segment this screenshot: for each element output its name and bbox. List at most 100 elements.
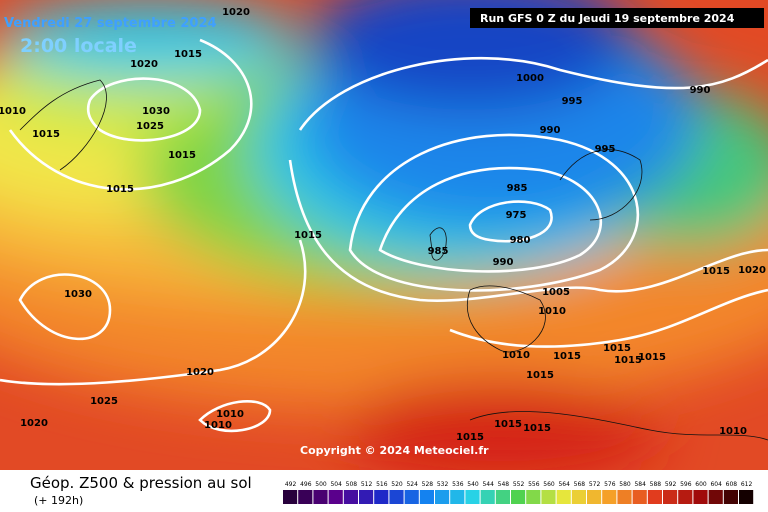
isobar-label: 990 <box>690 85 711 96</box>
scale-label: 504 <box>330 481 342 488</box>
isobar-label: 990 <box>493 257 514 268</box>
scale-swatch <box>723 490 738 504</box>
isobar-label: 1030 <box>142 106 170 117</box>
scale-label: 580 <box>619 481 631 488</box>
isobar-label: 1020 <box>20 418 48 429</box>
isobar-label: 1010 <box>216 409 244 420</box>
isobar-label: 1010 <box>502 350 530 361</box>
isobar-label: 1015 <box>294 230 322 241</box>
isobar-label: 985 <box>428 246 449 257</box>
scale-label: 584 <box>634 481 646 488</box>
isobar-label: 1015 <box>32 129 60 140</box>
scale-label: 520 <box>391 481 403 488</box>
scale-label: 500 <box>315 481 327 488</box>
isobar-label: 1025 <box>90 396 118 407</box>
scale-label: 588 <box>650 481 662 488</box>
isobar-label: 1015 <box>456 432 484 443</box>
scale-swatch <box>541 490 556 504</box>
scale-label: 568 <box>574 481 586 488</box>
scale-swatch <box>435 490 450 504</box>
scale-swatch <box>587 490 602 504</box>
scale-label: 528 <box>422 481 434 488</box>
scale-label: 536 <box>452 481 464 488</box>
scale-swatch <box>404 490 419 504</box>
geopotential-field <box>0 0 768 470</box>
isobars <box>0 38 768 433</box>
color-scale: 492 496 500 504 508 512 516 520 524 528 532 536 540 5… <box>283 481 754 504</box>
scale-label: 612 <box>741 481 753 488</box>
forecast-lead: (+ 192h) <box>34 494 83 507</box>
coastlines <box>19 79 768 441</box>
scale-swatch <box>708 490 723 504</box>
valid-time: Vendredi 27 septembre 2024 <box>4 16 217 31</box>
scale-label: 572 <box>589 481 601 488</box>
scale-label: 512 <box>361 481 373 488</box>
scale-swatch <box>419 490 434 504</box>
isobar-label: 1020 <box>186 367 214 378</box>
scale-label: 508 <box>346 481 358 488</box>
scale-label: 552 <box>513 481 525 488</box>
scale-swatch <box>374 490 389 504</box>
scale-label: 532 <box>437 481 449 488</box>
scale-label: 556 <box>528 481 540 488</box>
scale-label: 596 <box>680 481 692 488</box>
isobar-label: 1010 <box>538 306 566 317</box>
scale-swatch <box>480 490 495 504</box>
isobar-label: 975 <box>506 210 527 221</box>
isobar-label: 995 <box>595 144 616 155</box>
scale-label: 560 <box>543 481 555 488</box>
scale-swatch <box>298 490 313 504</box>
isobar-label: 1015 <box>174 49 202 60</box>
scale-swatch <box>571 490 586 504</box>
scale-swatch <box>693 490 708 504</box>
run-banner <box>470 8 764 28</box>
scale-swatch <box>450 490 465 504</box>
isobar-label: 985 <box>507 183 528 194</box>
isobar-label: 1015 <box>523 423 551 434</box>
isobar-label: 1015 <box>638 352 666 363</box>
legend-title: Géop. Z500 & pression au sol <box>30 474 252 492</box>
scale-swatch <box>359 490 374 504</box>
isobar-label: 995 <box>562 96 583 107</box>
isobar-label: 1015 <box>702 266 730 277</box>
scale-swatch <box>556 490 571 504</box>
scale-swatch <box>617 490 632 504</box>
scale-label: 564 <box>558 481 570 488</box>
isobar-label: 1015 <box>614 355 642 366</box>
isobar-label: 1010 <box>204 420 232 431</box>
scale-label: 592 <box>665 481 677 488</box>
scale-swatch <box>389 490 404 504</box>
scale-swatch <box>526 490 541 504</box>
scale-swatch <box>647 490 662 504</box>
scale-swatch <box>465 490 480 504</box>
scale-label: 492 <box>285 481 297 488</box>
isobar-label: 1010 <box>719 426 747 437</box>
scale-swatch <box>678 490 693 504</box>
scale-swatch <box>343 490 358 504</box>
scale-swatch <box>602 490 617 504</box>
isobar-label: 1005 <box>542 287 570 298</box>
scale-swatch <box>495 490 510 504</box>
isobar-label: 1020 <box>222 7 250 18</box>
isobar-label: 1015 <box>603 343 631 354</box>
scale-label: 540 <box>467 481 479 488</box>
isobar-label: 1015 <box>494 419 522 430</box>
isobar-label: 1020 <box>738 265 766 276</box>
scale-label: 576 <box>604 481 616 488</box>
scale-label: 604 <box>710 481 722 488</box>
scale-swatch <box>328 490 343 504</box>
scale-label: 544 <box>482 481 494 488</box>
isobar-label: 1020 <box>130 59 158 70</box>
scale-label: 600 <box>695 481 707 488</box>
scale-swatch <box>632 490 647 504</box>
isobar-label: 990 <box>540 125 561 136</box>
scale-swatch <box>283 490 298 504</box>
run-info: Run GFS 0 Z du Jeudi 19 septembre 2024 <box>480 12 735 25</box>
scale-label: 548 <box>498 481 510 488</box>
copyright: Copyright © 2024 Meteociel.fr <box>300 444 489 457</box>
isobar-label: 980 <box>510 235 531 246</box>
isobar-label: 1015 <box>526 370 554 381</box>
